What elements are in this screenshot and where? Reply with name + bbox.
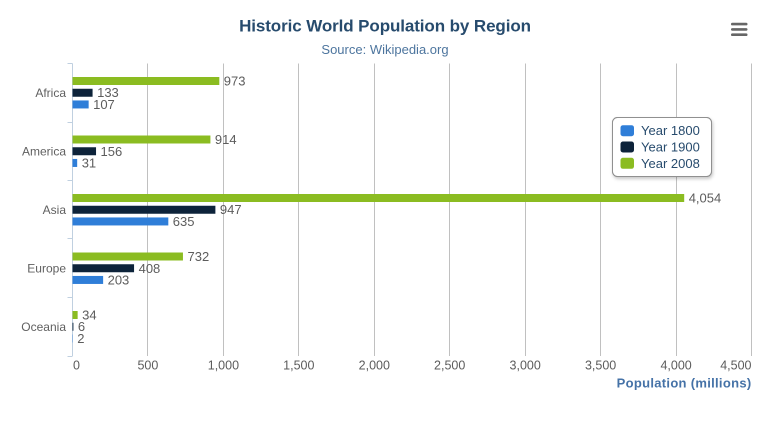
svg-text:Source: Wikipedia.org: Source: Wikipedia.org bbox=[321, 42, 448, 57]
svg-text:1,000: 1,000 bbox=[208, 359, 239, 373]
svg-text:156: 156 bbox=[101, 144, 123, 159]
svg-text:973: 973 bbox=[224, 74, 246, 89]
svg-text:947: 947 bbox=[220, 202, 242, 217]
svg-text:Europe: Europe bbox=[27, 261, 66, 275]
svg-text:Year 2008: Year 2008 bbox=[641, 156, 700, 171]
svg-text:4,000: 4,000 bbox=[660, 359, 691, 373]
svg-text:Year 1900: Year 1900 bbox=[641, 140, 700, 155]
svg-text:500: 500 bbox=[137, 359, 158, 373]
svg-text:2,500: 2,500 bbox=[434, 359, 465, 373]
svg-text:31: 31 bbox=[82, 155, 96, 170]
svg-text:1,500: 1,500 bbox=[283, 359, 314, 373]
svg-text:Population (millions): Population (millions) bbox=[617, 376, 752, 391]
svg-text:Year 1800: Year 1800 bbox=[641, 123, 700, 138]
svg-text:Oceania: Oceania bbox=[21, 320, 66, 334]
svg-text:America: America bbox=[22, 144, 66, 158]
svg-text:107: 107 bbox=[93, 97, 115, 112]
svg-text:408: 408 bbox=[139, 261, 161, 276]
svg-text:732: 732 bbox=[188, 249, 210, 264]
svg-text:4,500: 4,500 bbox=[720, 359, 751, 373]
svg-text:2,000: 2,000 bbox=[359, 359, 390, 373]
svg-text:203: 203 bbox=[108, 272, 130, 287]
svg-text:3,000: 3,000 bbox=[510, 359, 541, 373]
svg-text:635: 635 bbox=[173, 214, 195, 229]
svg-text:2: 2 bbox=[77, 331, 84, 346]
svg-text:Africa: Africa bbox=[35, 86, 66, 100]
svg-text:Historic World Population by R: Historic World Population by Region bbox=[239, 17, 531, 36]
svg-text:3,500: 3,500 bbox=[585, 359, 616, 373]
svg-text:914: 914 bbox=[215, 132, 237, 147]
svg-text:Asia: Asia bbox=[43, 203, 67, 217]
svg-text:0: 0 bbox=[73, 359, 80, 373]
svg-text:4,054: 4,054 bbox=[689, 191, 722, 206]
